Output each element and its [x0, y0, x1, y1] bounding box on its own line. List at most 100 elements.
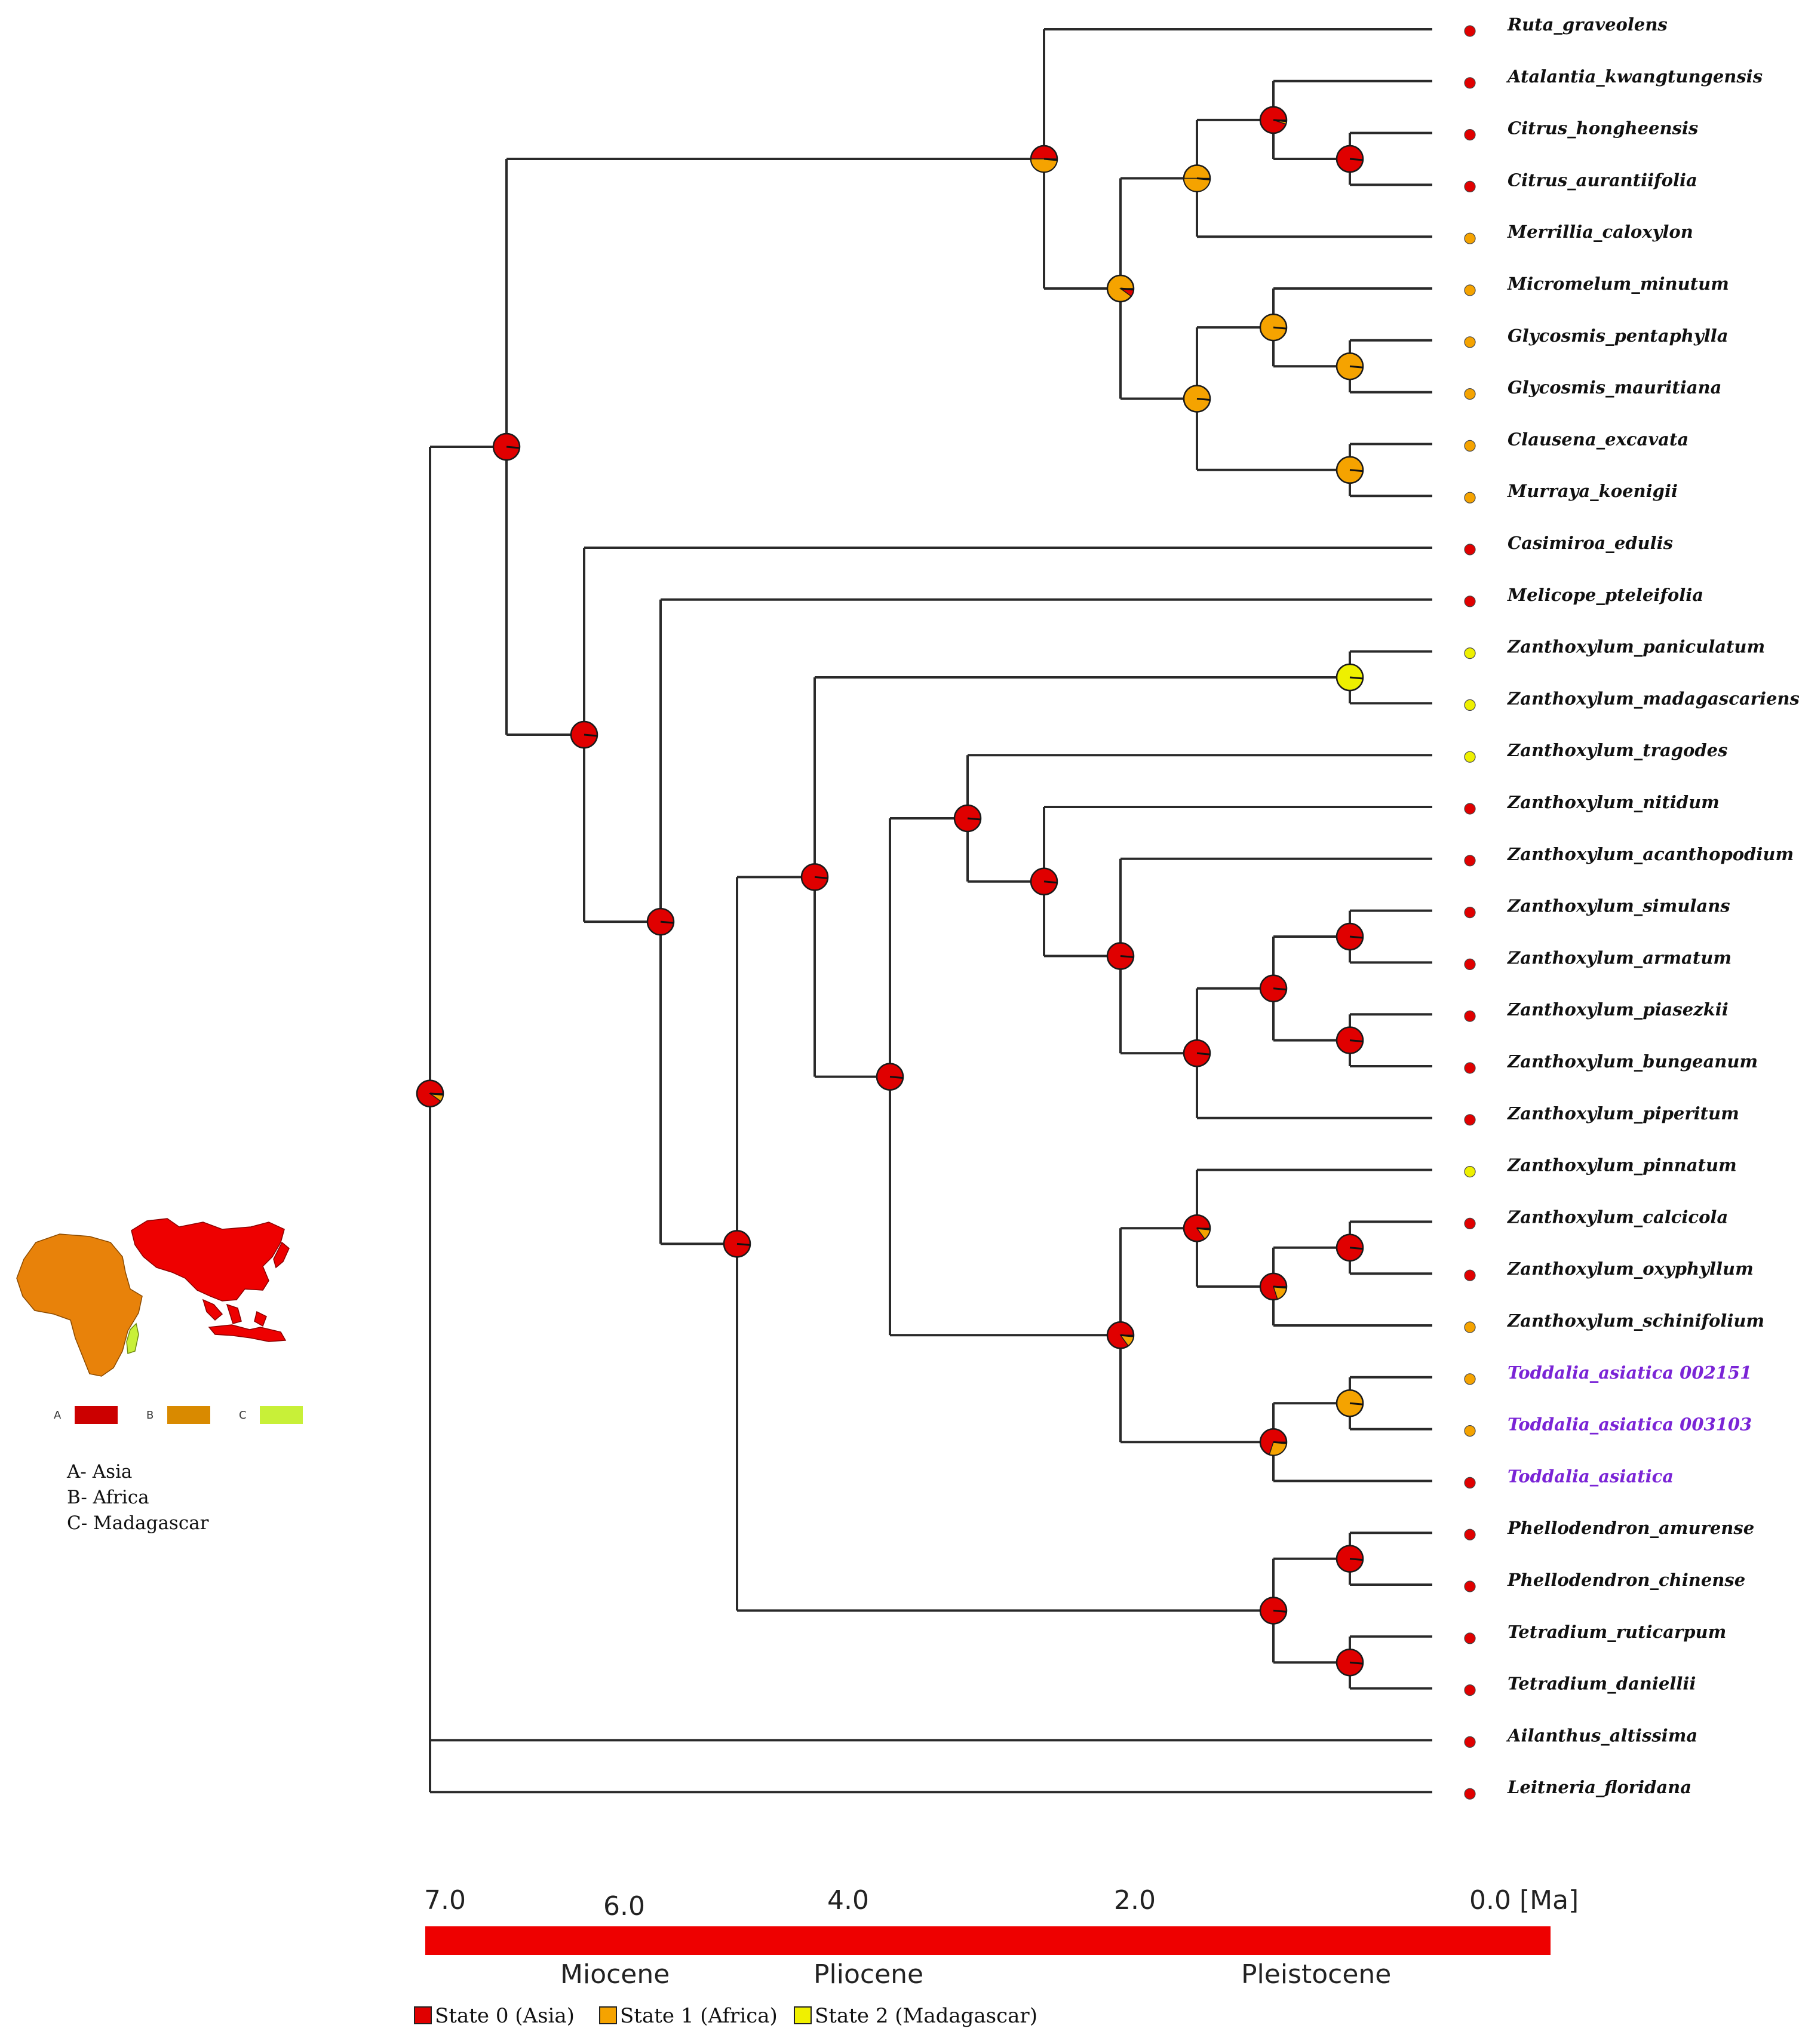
tip-state-dot [1464, 1736, 1476, 1748]
node-pie-z2 [1106, 942, 1135, 970]
tip-state-dot [1464, 440, 1476, 452]
node-pie-z11 [723, 1230, 751, 1258]
tip-label: Zanthoxylum_calcicola [1507, 1207, 1728, 1227]
tip-label: Zanthoxylum_acanthopodium [1507, 844, 1794, 864]
node-pie-z5 [1336, 922, 1364, 951]
legend-label: State 0 (Asia) [435, 2004, 575, 2028]
node-pie-n6 [1336, 352, 1364, 380]
map-key-letter: A [54, 1409, 62, 1422]
legend-item: State 0 (Asia) [414, 2004, 575, 2028]
tip-label: Leitneria_floridana [1507, 1777, 1691, 1797]
tip-state-dot [1464, 1684, 1476, 1696]
tip-label: Citrus_hongheensis [1508, 118, 1698, 139]
asia-map-shape [131, 1218, 285, 1302]
time-tick-label: 7.0 [424, 1885, 466, 1916]
tip-label: Murraya_koenigii [1507, 481, 1678, 501]
tip-state-dot [1464, 77, 1476, 89]
node-pie-n1 [1259, 106, 1288, 134]
tip-label: Citrus_aurantiifolia [1508, 170, 1697, 190]
node-pie-z10 [800, 863, 829, 891]
tip-label: Tetradium_daniellii [1508, 1674, 1696, 1694]
tip-label: Clausena_excavata [1508, 429, 1689, 449]
tip-label: Zanthoxylum_piasezkii [1507, 999, 1729, 1020]
tip-label: Casimiroa_edulis [1508, 533, 1673, 553]
node-pie-r2 [492, 432, 521, 461]
tip-state-dot [1464, 180, 1476, 192]
tip-label: Toddalia_asiatica 003103 [1508, 1414, 1752, 1435]
node-pie-n8 [1106, 274, 1135, 303]
tip-state-dot [1464, 1010, 1476, 1022]
tip-label: Ailanthus_altissima [1506, 1725, 1697, 1745]
map-key-swatch [260, 1406, 303, 1424]
node-pie-n2 [1336, 145, 1364, 173]
node-pie-n3 [1183, 164, 1211, 192]
map-key-letter: C [239, 1409, 247, 1422]
time-scale: 7.0 6.0 4.0 2.0 0.0 [Ma] Miocene Pliocene Plei… [424, 1885, 1579, 1990]
node-pie-z6 [1336, 1026, 1364, 1054]
tip-label: Micromelum_minutum [1507, 274, 1729, 294]
legend-item: State 2 (Madagascar) [794, 2004, 1037, 2028]
map-region-label: C- Madagascar [67, 1512, 209, 1534]
tip-label: Zanthoxylum_madagascariense [1507, 688, 1799, 708]
node-pie-z3 [1183, 1039, 1211, 1067]
legend-swatch [414, 2006, 432, 2024]
tip-state-dot [1464, 1788, 1476, 1800]
tip-state-dot [1464, 1580, 1476, 1592]
tip-state-dot [1464, 492, 1476, 504]
node-pie-t1 [1183, 1214, 1211, 1242]
node-pie-n9 [1030, 145, 1058, 173]
tip-label: Atalantia_kwangtungensis [1506, 66, 1763, 87]
node-pie-t2 [1259, 1272, 1288, 1301]
node-pie-t3 [1336, 1233, 1364, 1262]
tip-state-dot [1464, 1373, 1476, 1385]
tip-label: Zanthoxylum_nitidum [1507, 792, 1720, 812]
tip-label: Phellodendron_chinense [1507, 1570, 1745, 1590]
node-pie-t6 [1106, 1321, 1135, 1349]
epoch-label: Miocene [560, 1959, 670, 1990]
tip-state-dot [1464, 1477, 1476, 1489]
tip-label: Merrillia_caloxylon [1507, 222, 1693, 242]
tip-state-dot [1464, 232, 1476, 244]
tip-state-dot [1464, 129, 1476, 141]
map-region-label: A- Asia [66, 1461, 132, 1483]
time-tick-label: 0.0 [Ma] [1469, 1885, 1579, 1916]
africa-map-shape [16, 1233, 143, 1377]
legend-item: State 1 (Africa) [599, 2004, 778, 2028]
tip-state-dot [1464, 751, 1476, 763]
time-tick-label: 2.0 [1114, 1885, 1156, 1916]
tip-label: Phellodendron_amurense [1507, 1518, 1754, 1538]
map-key-swatch [75, 1406, 118, 1424]
tip-state-dot [1464, 1321, 1476, 1333]
time-tick-label: 4.0 [827, 1885, 869, 1916]
node-pie-z4 [1259, 974, 1288, 1003]
tip-label: Zanthoxylum_oxyphyllum [1507, 1259, 1754, 1279]
tip-state-dot [1464, 1165, 1476, 1178]
tip-state-dot [1464, 1425, 1476, 1437]
node-pie-z8 [953, 804, 982, 833]
node-pie-t4 [1259, 1428, 1288, 1456]
southeast-asia-map-shape [202, 1299, 242, 1324]
node-pie-m1 [646, 907, 675, 936]
tip-label: Glycosmis_mauritiana [1508, 378, 1721, 398]
tree-branches [429, 28, 1432, 1794]
map-key-swatch [167, 1406, 210, 1424]
tip-state-dot [1464, 336, 1476, 348]
node-pie-n7 [1336, 456, 1364, 484]
epoch-label: Pleistocene [1241, 1959, 1391, 1990]
tip-state-dot [1464, 958, 1476, 971]
indonesia-map-shape [208, 1311, 287, 1342]
map-region-label: B- Africa [67, 1487, 149, 1508]
legend-label: State 2 (Madagascar) [815, 2004, 1037, 2028]
tip-labels: Ruta_graveolens Atalantia_kwangtungensis C… [1464, 14, 1799, 1800]
tip-label: Zanthoxylum_piperitum [1507, 1103, 1739, 1124]
tip-state-dot [1464, 1529, 1476, 1540]
tip-label: Zanthoxylum_tragodes [1507, 740, 1727, 760]
tip-state-dot [1464, 284, 1476, 296]
madagascar-map-shape [126, 1322, 139, 1355]
tip-label: Zanthoxylum_armatum [1507, 947, 1732, 968]
node-pie-c1 [570, 720, 598, 749]
node-pie-n4 [1183, 385, 1211, 413]
tip-state-dot [1464, 388, 1476, 400]
